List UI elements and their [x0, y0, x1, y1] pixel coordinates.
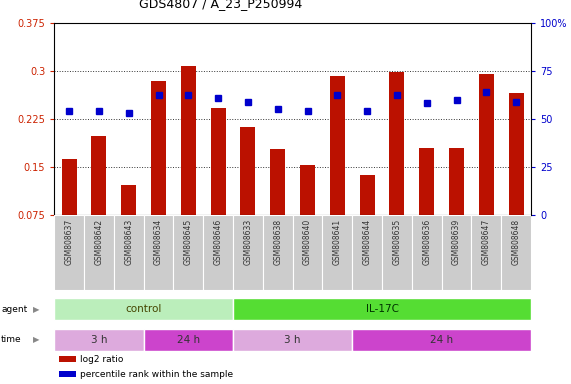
Text: GSM808647: GSM808647 — [482, 219, 491, 265]
Bar — [114, 215, 144, 290]
Text: 3 h: 3 h — [284, 335, 301, 345]
Text: GSM808639: GSM808639 — [452, 219, 461, 265]
Bar — [479, 74, 494, 215]
Bar — [389, 72, 404, 215]
Bar — [352, 329, 531, 351]
Bar — [233, 329, 352, 351]
Text: percentile rank within the sample: percentile rank within the sample — [81, 369, 234, 379]
Bar — [54, 329, 144, 351]
Text: GSM808634: GSM808634 — [154, 219, 163, 265]
Bar — [233, 298, 531, 320]
Bar — [121, 185, 136, 215]
Text: IL-17C: IL-17C — [365, 304, 399, 314]
Text: GSM808635: GSM808635 — [392, 219, 401, 265]
Text: ▶: ▶ — [33, 335, 39, 344]
Text: GSM808638: GSM808638 — [274, 219, 282, 265]
Bar — [211, 108, 226, 215]
Bar — [181, 66, 196, 215]
Bar — [352, 215, 382, 290]
Bar — [300, 165, 315, 215]
Bar — [501, 215, 531, 290]
Text: GSM808645: GSM808645 — [184, 219, 193, 265]
Bar — [509, 93, 524, 215]
Bar — [240, 127, 255, 215]
Text: GDS4807 / A_23_P250994: GDS4807 / A_23_P250994 — [139, 0, 303, 10]
Text: GSM808644: GSM808644 — [363, 219, 372, 265]
Bar — [54, 298, 233, 320]
Text: control: control — [126, 304, 162, 314]
Text: GSM808643: GSM808643 — [124, 219, 133, 265]
Bar — [174, 215, 203, 290]
Bar — [91, 136, 106, 215]
Bar — [59, 356, 76, 362]
Text: 3 h: 3 h — [91, 335, 107, 345]
Bar — [419, 148, 434, 215]
Bar — [472, 215, 501, 290]
Bar — [449, 148, 464, 215]
Text: GSM808641: GSM808641 — [333, 219, 342, 265]
Text: GSM808637: GSM808637 — [65, 219, 74, 265]
Bar — [323, 215, 352, 290]
Bar — [62, 159, 77, 215]
Text: 24 h: 24 h — [177, 335, 200, 345]
Text: agent: agent — [1, 305, 27, 314]
Bar — [360, 175, 375, 215]
Bar — [330, 76, 345, 215]
Bar — [151, 81, 166, 215]
Bar — [270, 149, 285, 215]
Bar — [203, 215, 233, 290]
Bar — [84, 215, 114, 290]
Bar — [292, 215, 323, 290]
Bar — [54, 215, 84, 290]
Text: ▶: ▶ — [33, 305, 39, 314]
Bar — [144, 215, 174, 290]
Bar — [412, 215, 441, 290]
Bar — [59, 371, 76, 377]
Text: GSM808633: GSM808633 — [243, 219, 252, 265]
Bar — [233, 215, 263, 290]
Bar — [144, 329, 233, 351]
Text: log2 ratio: log2 ratio — [81, 355, 124, 364]
Text: GSM808642: GSM808642 — [94, 219, 103, 265]
Bar — [441, 215, 472, 290]
Text: time: time — [1, 335, 22, 344]
Bar — [263, 215, 292, 290]
Text: GSM808648: GSM808648 — [512, 219, 521, 265]
Bar — [382, 215, 412, 290]
Text: 24 h: 24 h — [430, 335, 453, 345]
Text: GSM808646: GSM808646 — [214, 219, 223, 265]
Text: GSM808636: GSM808636 — [422, 219, 431, 265]
Text: GSM808640: GSM808640 — [303, 219, 312, 265]
